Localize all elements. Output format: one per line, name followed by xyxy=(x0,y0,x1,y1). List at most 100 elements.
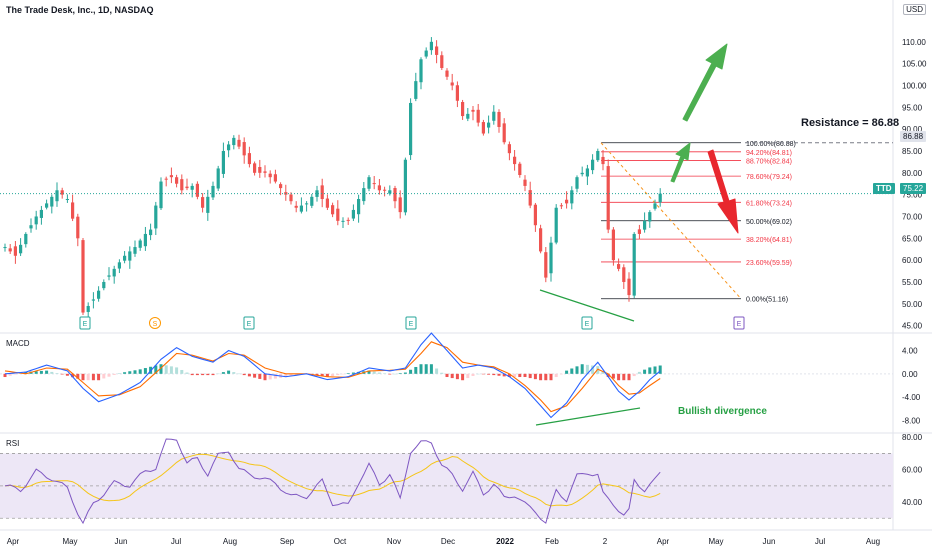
time-axis-label: Nov xyxy=(387,537,401,546)
candle-body xyxy=(253,163,257,173)
candle-body xyxy=(123,255,127,261)
macd-histogram-bar xyxy=(86,373,90,381)
earnings-event-marker xyxy=(733,316,745,330)
price-tick-label: 45.00 xyxy=(902,322,923,331)
candle-body xyxy=(533,204,537,226)
macd-histogram-bar xyxy=(221,372,225,374)
candle-body xyxy=(507,144,511,154)
macd-histogram-bar xyxy=(471,373,475,376)
macd-histogram-bar xyxy=(528,373,532,379)
macd-histogram-bar xyxy=(445,373,449,378)
earnings-event-marker xyxy=(243,316,255,330)
red-arrow-down xyxy=(707,149,739,234)
price-tick-label: 60.00 xyxy=(902,256,923,265)
candle-body xyxy=(149,229,153,236)
macd-histogram-bar xyxy=(216,373,220,375)
time-axis-label: 2 xyxy=(603,537,608,546)
candle-body xyxy=(554,207,558,243)
time-axis-label: Jul xyxy=(815,537,825,546)
bullish-divergence-annotation: Bullish divergence xyxy=(678,406,767,417)
chart-title: The Trade Desk, Inc., 1D, NASDAQ xyxy=(6,5,154,15)
candle-body xyxy=(403,159,407,213)
candle-body xyxy=(154,205,158,229)
macd-line xyxy=(4,332,661,419)
macd-histogram-bar xyxy=(455,373,459,380)
price-tick-label: 110.00 xyxy=(902,38,926,47)
macd-histogram-bar xyxy=(435,368,439,374)
candle-body xyxy=(86,305,90,312)
macd-histogram-bar xyxy=(523,373,527,378)
candle-body xyxy=(653,203,657,209)
candle-body xyxy=(570,190,574,204)
fib-trend-line xyxy=(600,142,742,300)
event-marker-label: E xyxy=(737,321,742,328)
candle-body xyxy=(3,247,7,249)
candle-body xyxy=(591,159,595,171)
macd-histogram-bar xyxy=(294,373,298,376)
candle-body xyxy=(435,46,439,55)
candle-body xyxy=(195,183,199,197)
macd-tick-label: -8.00 xyxy=(902,416,921,425)
candle-body xyxy=(201,197,205,208)
candle-body xyxy=(414,81,418,99)
candle-body xyxy=(190,185,194,190)
macd-tick-label: -4.00 xyxy=(902,393,921,402)
macd-histogram-bar xyxy=(570,368,574,374)
macd-histogram-bar xyxy=(648,367,652,374)
macd-histogram-bar xyxy=(585,364,589,374)
macd-histogram-bar xyxy=(492,373,496,376)
event-marker-label: E xyxy=(585,321,590,328)
candle-body xyxy=(559,205,563,207)
earnings-event-marker xyxy=(405,316,417,330)
macd-histogram-bar xyxy=(388,373,392,375)
candle-body xyxy=(643,220,647,230)
macd-histogram-bar xyxy=(544,373,548,381)
macd-histogram-bar xyxy=(71,373,75,378)
candle-body xyxy=(336,208,340,221)
candle-body xyxy=(513,156,517,165)
candle-body xyxy=(362,188,366,202)
candle-body xyxy=(29,225,33,229)
candle-body xyxy=(549,242,553,274)
macd-histogram-bar xyxy=(325,373,329,378)
macd-histogram-bar xyxy=(476,373,480,375)
green-arrow-up-large xyxy=(682,43,728,122)
price-tick-label: 80.00 xyxy=(902,169,923,178)
candle-body xyxy=(544,252,548,278)
candle-body xyxy=(455,85,459,101)
candle-body xyxy=(637,229,641,234)
candle-body xyxy=(206,196,210,213)
candle-body xyxy=(242,142,246,156)
candle-body xyxy=(279,184,283,189)
candle-body xyxy=(128,251,132,261)
macd-histogram-bar xyxy=(76,373,80,379)
candle-body xyxy=(34,216,38,225)
candle-body xyxy=(528,190,532,206)
macd-tick-label: 4.00 xyxy=(902,347,918,356)
macd-histogram-bar xyxy=(424,364,428,374)
candle-body xyxy=(492,111,496,121)
candle-body xyxy=(565,199,569,204)
macd-histogram-bar xyxy=(622,373,626,381)
macd-histogram-bar xyxy=(289,373,293,377)
candle-body xyxy=(169,175,173,178)
macd-histogram-bar xyxy=(65,373,69,376)
macd-histogram-bar xyxy=(549,373,553,381)
macd-histogram-bar xyxy=(653,366,657,374)
macd-histogram-bar xyxy=(351,372,355,374)
macd-histogram-bar xyxy=(206,373,210,376)
time-axis-label: Dec xyxy=(441,537,455,546)
resistance-annotation: Resistance = 86.88 xyxy=(801,117,900,129)
macd-histogram-bar xyxy=(450,373,454,379)
candle-body xyxy=(185,186,189,189)
price-tick-label: 95.00 xyxy=(902,103,923,112)
macd-histogram-bar xyxy=(414,366,418,374)
candle-body xyxy=(424,50,428,57)
fib-level-label: 38.20%(64.81) xyxy=(746,237,792,244)
currency-badge[interactable]: USD xyxy=(903,4,926,15)
candle-body xyxy=(232,137,236,146)
macd-histogram-bar xyxy=(164,365,168,374)
candle-body xyxy=(247,153,251,165)
candle-body xyxy=(65,199,69,201)
